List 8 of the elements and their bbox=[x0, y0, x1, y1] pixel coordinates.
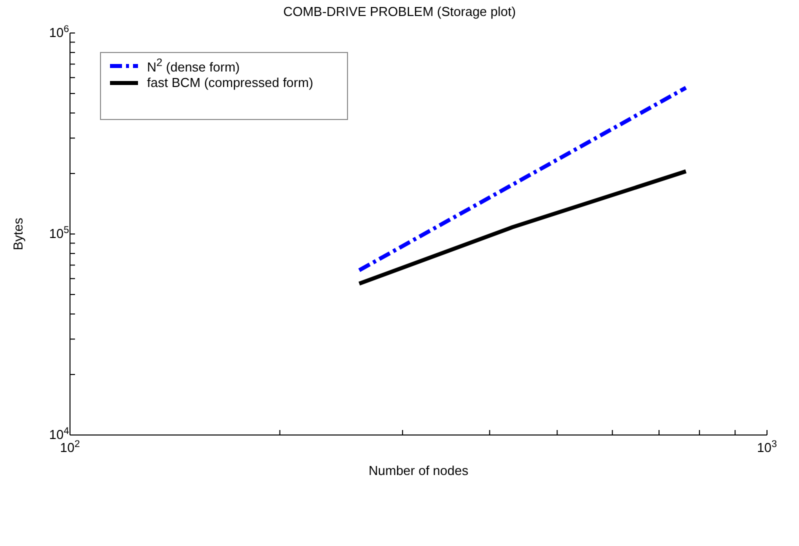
y-axis-title: Bytes bbox=[10, 217, 26, 250]
y-tick-label: 10$^{6}$ bbox=[49, 24, 69, 40]
y-tick-label: 10$^{5}$ bbox=[49, 224, 70, 241]
legend-label: N$^{2}$ (dense form) bbox=[147, 56, 240, 74]
chart-title: COMB-DRIVE PROBLEM (Storage plot) bbox=[282, 4, 517, 19]
legend-label: fast BCM (compressed form) bbox=[147, 75, 314, 90]
x-tick-label: 10$^{3}$ bbox=[757, 438, 777, 455]
x-axis-title: Number of nodes bbox=[368, 463, 469, 478]
